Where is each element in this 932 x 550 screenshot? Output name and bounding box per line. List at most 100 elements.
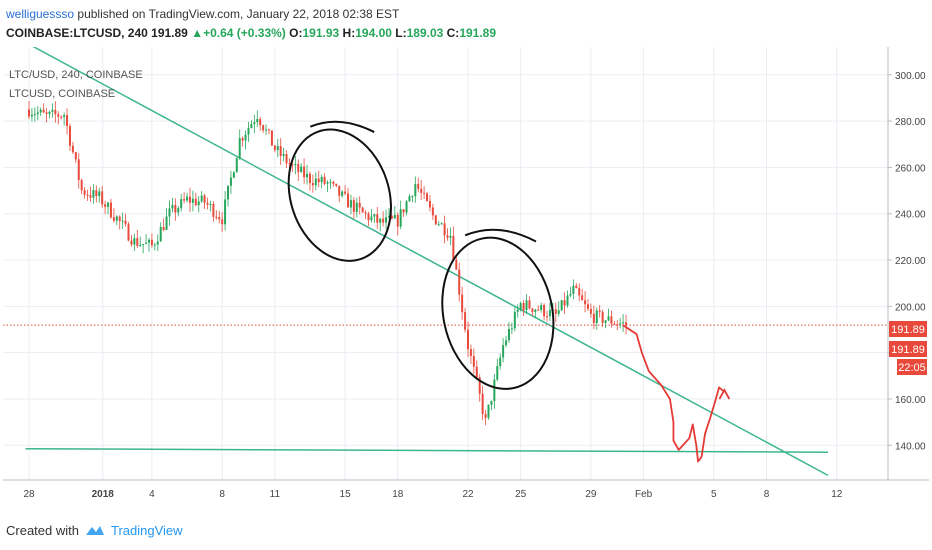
close-value: 191.89 [459, 26, 497, 40]
candle-body [42, 109, 45, 113]
x-tick-label: 8 [764, 489, 770, 500]
candle-body [370, 216, 373, 221]
candle-body [581, 295, 584, 301]
candle-body [522, 303, 525, 311]
candle-body [566, 295, 569, 306]
candle-body [121, 220, 124, 222]
publish-info: published on TradingView.com, January 22… [77, 7, 400, 21]
candle-body [490, 400, 493, 405]
candle-body [586, 304, 589, 309]
candles [28, 100, 628, 426]
created-with-text: Created with [6, 522, 79, 538]
candle-body [203, 195, 206, 203]
candle-body [212, 203, 215, 217]
candle-body [200, 195, 203, 202]
candle-body [496, 366, 499, 380]
low-label: L: [395, 26, 407, 40]
last-price-tag-bg [889, 321, 927, 337]
candle-body [387, 216, 390, 218]
candle-body [142, 243, 145, 245]
candle-body [139, 244, 142, 246]
candle-body [197, 201, 200, 206]
last-price-tag: 191.89 [891, 324, 925, 336]
candle-body [420, 188, 423, 193]
candle-body [531, 308, 534, 312]
candle-body [411, 196, 414, 198]
candle-body [625, 322, 628, 326]
y-tick-label: 220.00 [895, 256, 926, 267]
time-axis[interactable]: 28 2018 4 8 11 15 18 22 25 29 Feb 5 8 12 [23, 489, 842, 500]
candle-body [221, 219, 224, 225]
candle-body [434, 215, 437, 225]
candle-body [484, 414, 487, 418]
candle-body [54, 109, 57, 115]
x-tick-label: 18 [392, 489, 404, 500]
candle-body [162, 226, 165, 230]
candle-body [396, 214, 399, 227]
candle-body [66, 115, 69, 127]
candle-body [60, 116, 63, 118]
candle-body [449, 235, 452, 238]
candle-body [136, 238, 139, 246]
candle-body [215, 216, 218, 218]
candle-body [622, 322, 625, 324]
candle-body [174, 205, 177, 213]
candle-body [273, 145, 276, 151]
candle-body [104, 204, 107, 207]
publish-header: welliguessso published on TradingView.co… [6, 7, 399, 21]
candle-body [297, 163, 300, 173]
candle-body [616, 324, 619, 326]
last-price: 191.89 [151, 26, 188, 40]
candle-body [355, 202, 358, 212]
countdown-tag: 22:05 [898, 362, 926, 374]
candle-body [306, 173, 309, 178]
symbol-name: COINBASE:LTCUSD, 240 [6, 26, 148, 40]
candle-body [598, 310, 601, 312]
candle-body [443, 223, 446, 236]
candle-body [399, 209, 402, 227]
candle-body [540, 305, 543, 310]
candle-body [613, 323, 616, 325]
candle-body [191, 198, 194, 203]
candle-body [145, 242, 148, 244]
candle-body [516, 309, 519, 312]
candle-body [159, 226, 162, 242]
y-tick-label: 280.00 [895, 117, 926, 128]
author-link[interactable]: welliguessso [6, 7, 75, 21]
candle-body [244, 134, 247, 141]
candle-body [124, 220, 127, 225]
candle-body [311, 183, 314, 186]
legend-line-2: LTCUSD, COINBASE [9, 88, 115, 100]
candle-body [382, 218, 385, 223]
candle-body [390, 216, 393, 219]
candle-body [235, 158, 238, 173]
candle-body [458, 269, 461, 295]
candle-body [265, 129, 268, 131]
candle-body [276, 146, 279, 151]
candle-body [569, 293, 572, 296]
candle-body [352, 200, 355, 212]
x-tick-label: 4 [149, 489, 155, 500]
trend-line [25, 447, 828, 453]
candle-body [267, 129, 270, 131]
candle-body [537, 309, 540, 311]
price-chart[interactable]: 140.00160.00180.00200.00220.00240.00260.… [3, 47, 929, 507]
candle-body [209, 203, 212, 205]
candle-body [77, 159, 80, 180]
candle-body [619, 323, 622, 325]
candle-body [607, 316, 610, 321]
candle-body [461, 294, 464, 313]
x-tick-label: 8 [219, 489, 225, 500]
candle-body [71, 145, 74, 153]
candle-body [109, 202, 112, 218]
legend-line-1: LTC/USD, 240, COINBASE [9, 69, 143, 81]
candle-body [206, 202, 209, 205]
candle-body [455, 259, 458, 270]
tradingview-brand[interactable]: TradingView [110, 522, 183, 538]
candle-body [74, 152, 77, 160]
candle-body [250, 124, 253, 128]
candle-body [232, 172, 235, 178]
candle-body [563, 300, 566, 306]
price-change: +0.64 (+0.33%) [203, 26, 286, 40]
candle-body [572, 285, 575, 294]
